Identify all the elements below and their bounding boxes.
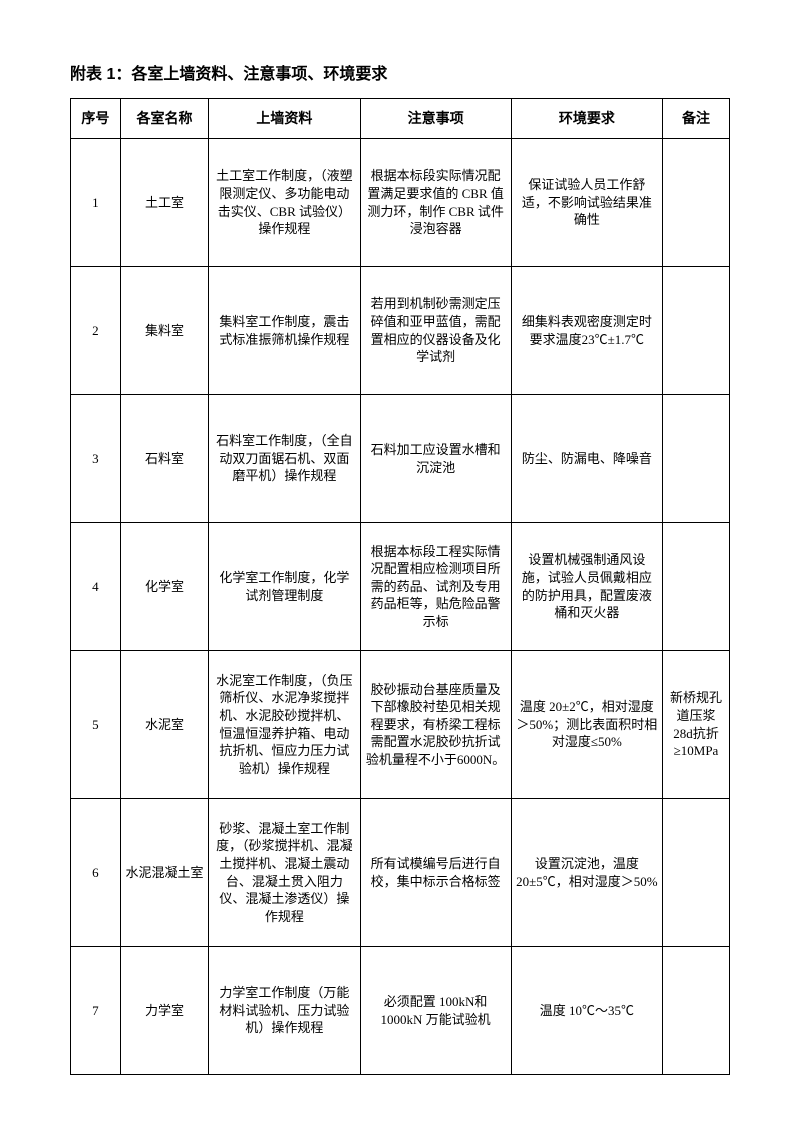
- cell-notice: 胶砂振动台基座质量及下部橡胶衬垫见相关规程要求，有桥梁工程标需配置水泥胶砂抗折试…: [360, 651, 511, 799]
- cell-notice: 必须配置 100kN和 1000kN 万能试验机: [360, 947, 511, 1075]
- cell-remark: [662, 799, 729, 947]
- cell-notice: 根据本标段实际情况配置满足要求值的 CBR 值测力环，制作 CBR 试件浸泡容器: [360, 139, 511, 267]
- cell-name: 石料室: [120, 395, 209, 523]
- cell-name: 力学室: [120, 947, 209, 1075]
- table-row: 6水泥混凝土室砂浆、混凝土室工作制度，（砂浆搅拌机、混凝土搅拌机、混凝土震动台、…: [71, 799, 730, 947]
- cell-idx: 6: [71, 799, 121, 947]
- cell-name: 水泥混凝土室: [120, 799, 209, 947]
- cell-idx: 3: [71, 395, 121, 523]
- cell-env: 保证试验人员工作舒适，不影响试验结果准确性: [511, 139, 662, 267]
- cell-remark: 新桥规孔道压浆 28d抗折≥10MPa: [662, 651, 729, 799]
- cell-name: 土工室: [120, 139, 209, 267]
- cell-idx: 7: [71, 947, 121, 1075]
- header-remark: 备注: [662, 99, 729, 139]
- table-row: 4化学室化学室工作制度，化学试剂管理制度根据本标段工程实际情况配置相应检测项目所…: [71, 523, 730, 651]
- cell-material: 水泥室工作制度，（负压筛析仪、水泥净浆搅拌机、水泥胶砂搅拌机、恒温恒湿养护箱、电…: [209, 651, 360, 799]
- table-header-row: 序号 各室名称 上墙资料 注意事项 环境要求 备注: [71, 99, 730, 139]
- table-row: 2集料室集料室工作制度，震击式标准振筛机操作规程若用到机制砂需测定压碎值和亚甲蓝…: [71, 267, 730, 395]
- cell-notice: 所有试模编号后进行自校，集中标示合格标签: [360, 799, 511, 947]
- header-notice: 注意事项: [360, 99, 511, 139]
- cell-env: 温度 10℃～35℃: [511, 947, 662, 1075]
- cell-remark: [662, 267, 729, 395]
- table-row: 3石料室石料室工作制度，（全自动双刀面锯石机、双面磨平机）操作规程石料加工应设置…: [71, 395, 730, 523]
- cell-notice: 石料加工应设置水槽和沉淀池: [360, 395, 511, 523]
- cell-idx: 4: [71, 523, 121, 651]
- table-row: 1土工室土工室工作制度，（液塑限测定仪、多功能电动击实仪、CBR 试验仪）操作规…: [71, 139, 730, 267]
- cell-notice: 根据本标段工程实际情况配置相应检测项目所需的药品、试剂及专用药品柜等，贴危险品警…: [360, 523, 511, 651]
- cell-env: 设置沉淀池，温度20±5℃，相对湿度＞50%: [511, 799, 662, 947]
- cell-idx: 2: [71, 267, 121, 395]
- header-idx: 序号: [71, 99, 121, 139]
- header-name: 各室名称: [120, 99, 209, 139]
- cell-env: 设置机械强制通风设施，试验人员佩戴相应的防护用具，配置废液桶和灭火器: [511, 523, 662, 651]
- table-row: 7力学室力学室工作制度（万能材料试验机、压力试验机）操作规程必须配置 100kN…: [71, 947, 730, 1075]
- cell-name: 水泥室: [120, 651, 209, 799]
- header-env: 环境要求: [511, 99, 662, 139]
- cell-remark: [662, 523, 729, 651]
- document-page: 附表 1：各室上墙资料、注意事项、环境要求 序号 各室名称 上墙资料 注意事项 …: [0, 0, 800, 1115]
- header-material: 上墙资料: [209, 99, 360, 139]
- cell-env: 温度 20±2℃，相对湿度＞50%；测比表面积时相对湿度≤50%: [511, 651, 662, 799]
- cell-idx: 1: [71, 139, 121, 267]
- table-title: 附表 1：各室上墙资料、注意事项、环境要求: [70, 60, 730, 84]
- requirements-table: 序号 各室名称 上墙资料 注意事项 环境要求 备注 1土工室土工室工作制度，（液…: [70, 98, 730, 1075]
- cell-material: 力学室工作制度（万能材料试验机、压力试验机）操作规程: [209, 947, 360, 1075]
- cell-material: 石料室工作制度，（全自动双刀面锯石机、双面磨平机）操作规程: [209, 395, 360, 523]
- cell-material: 土工室工作制度，（液塑限测定仪、多功能电动击实仪、CBR 试验仪）操作规程: [209, 139, 360, 267]
- table-row: 5水泥室水泥室工作制度，（负压筛析仪、水泥净浆搅拌机、水泥胶砂搅拌机、恒温恒湿养…: [71, 651, 730, 799]
- cell-env: 防尘、防漏电、降噪音: [511, 395, 662, 523]
- cell-remark: [662, 395, 729, 523]
- cell-material: 化学室工作制度，化学试剂管理制度: [209, 523, 360, 651]
- cell-idx: 5: [71, 651, 121, 799]
- cell-remark: [662, 947, 729, 1075]
- cell-material: 砂浆、混凝土室工作制度，（砂浆搅拌机、混凝土搅拌机、混凝土震动台、混凝土贯入阻力…: [209, 799, 360, 947]
- cell-name: 集料室: [120, 267, 209, 395]
- cell-remark: [662, 139, 729, 267]
- cell-env: 细集料表观密度测定时要求温度23℃±1.7℃: [511, 267, 662, 395]
- cell-notice: 若用到机制砂需测定压碎值和亚甲蓝值，需配置相应的仪器设备及化学试剂: [360, 267, 511, 395]
- cell-material: 集料室工作制度，震击式标准振筛机操作规程: [209, 267, 360, 395]
- cell-name: 化学室: [120, 523, 209, 651]
